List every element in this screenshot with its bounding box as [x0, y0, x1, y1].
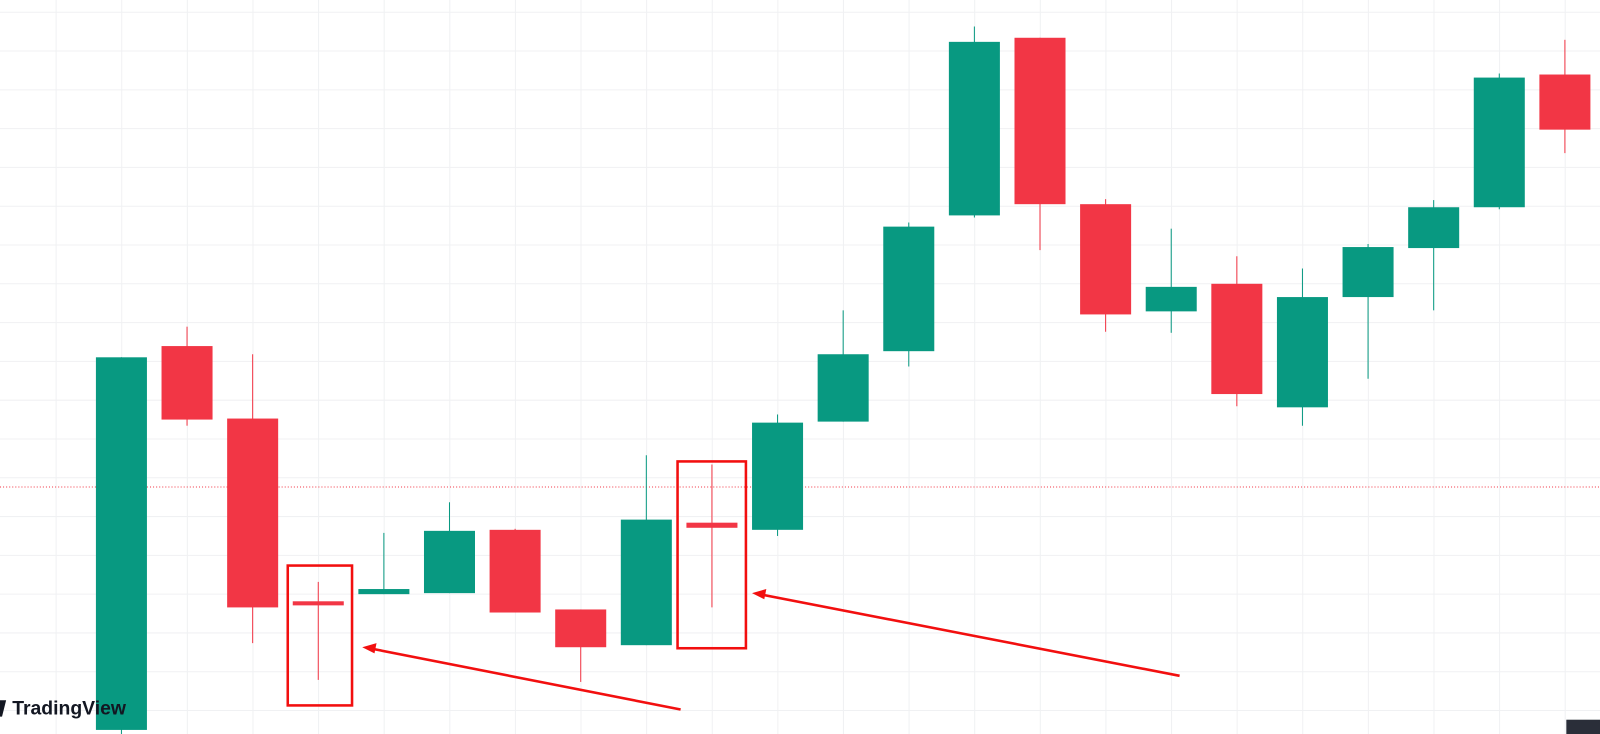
candle-body [1080, 204, 1132, 315]
highlight-box [286, 564, 354, 707]
candle-body [1408, 207, 1460, 249]
arrow [758, 592, 1180, 678]
candle-body [1276, 297, 1328, 408]
candle-body [817, 354, 869, 422]
candle-body [358, 589, 410, 595]
candle-body [752, 422, 804, 530]
candle-body [161, 346, 213, 420]
arrow-head [362, 643, 377, 654]
corner-button [1566, 719, 1600, 734]
candle-body [1014, 37, 1066, 205]
candle-body [292, 601, 344, 606]
candle-body [1342, 247, 1394, 298]
candle-body [620, 519, 672, 646]
highlight-box [676, 460, 748, 650]
candle-body [555, 609, 607, 648]
candle-body [227, 418, 279, 608]
candle-body [686, 522, 738, 528]
candle-body [423, 530, 475, 594]
logo-icon [0, 700, 7, 717]
candle-body [1473, 77, 1525, 208]
annotations [286, 460, 1180, 711]
candle-body [1539, 74, 1591, 130]
candle-body [948, 41, 1000, 216]
candle-body [95, 357, 147, 730]
candles [95, 26, 1591, 734]
candle-body [1211, 283, 1263, 395]
arrow-head [752, 589, 767, 600]
logo-text: TradingView [12, 698, 127, 720]
candle-body [1145, 286, 1197, 312]
arrow [369, 646, 681, 711]
candle-body [489, 529, 541, 613]
candle-body [883, 226, 935, 352]
